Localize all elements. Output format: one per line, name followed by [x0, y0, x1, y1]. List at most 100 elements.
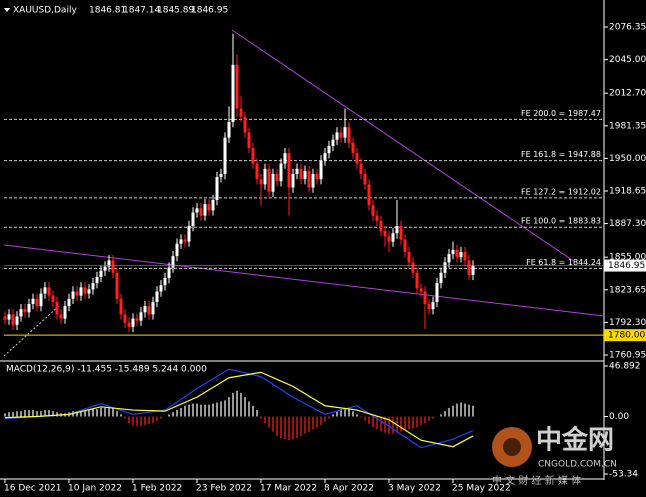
candle-body — [51, 295, 55, 302]
candle-body — [383, 231, 387, 237]
y-tick-label: 1760.95 — [609, 350, 646, 360]
candle-body — [167, 267, 171, 278]
candle-body — [443, 262, 447, 273]
candle-body — [67, 298, 71, 307]
y-tick-label: 46.892 — [609, 362, 641, 372]
candle-body — [371, 205, 375, 216]
candle-body — [219, 173, 223, 178]
candle-body — [111, 260, 115, 273]
candle-body — [235, 64, 239, 109]
candle-body — [55, 301, 59, 315]
candle-body — [151, 301, 155, 315]
support-tag — [604, 329, 646, 342]
candle-body — [227, 122, 231, 138]
candle-body — [239, 108, 243, 117]
candle-body — [323, 153, 327, 161]
candle-body — [99, 270, 103, 277]
candle-body — [295, 168, 299, 174]
candle-body — [31, 298, 35, 304]
x-tick-label: 1 Feb 2022 — [132, 484, 182, 494]
x-tick-label: 17 Mar 2022 — [260, 484, 317, 494]
y-tick-label: 1855.00 — [609, 253, 646, 263]
candle-body — [203, 204, 207, 216]
candle-body — [183, 239, 187, 242]
candle-body — [283, 153, 287, 164]
y-tick-label: 1887.30 — [609, 219, 646, 229]
macd-line — [4, 368, 474, 449]
candle-body — [179, 239, 183, 244]
candle-body — [363, 173, 367, 185]
candle-body — [47, 287, 51, 296]
candle-body — [7, 314, 11, 320]
candle-body — [119, 298, 123, 315]
header-value: 1846.81 — [89, 6, 126, 16]
candle-body — [311, 173, 315, 188]
candle-body — [159, 285, 163, 292]
candle-body — [415, 272, 419, 289]
candle-body — [263, 168, 267, 185]
candle-body — [155, 291, 159, 302]
trend-line — [3, 304, 61, 357]
candle-body — [319, 160, 323, 180]
candle-body — [83, 287, 87, 294]
last-price-tag — [604, 259, 646, 272]
candle-body — [307, 170, 311, 188]
candle-body — [211, 199, 215, 211]
candle-body — [63, 306, 67, 319]
candle-body — [379, 220, 383, 232]
fe-label: FE 127.2 = 1912.02 — [521, 187, 601, 196]
candle-body — [387, 236, 391, 242]
candle-body — [327, 145, 331, 154]
header-value: 1846.95 — [191, 6, 228, 16]
header-value: 1845.89 — [157, 6, 194, 16]
x-tick-label: 3 May 2022 — [388, 484, 441, 494]
candle-body — [251, 147, 255, 164]
candle-body — [35, 298, 39, 307]
candle-body — [107, 260, 111, 267]
fe-label: FE 161.8 = 1947.88 — [521, 150, 601, 159]
candle-body — [291, 173, 295, 188]
candle-body — [299, 168, 303, 180]
candle-body — [351, 142, 355, 154]
y-tick-label: 1918.65 — [609, 187, 646, 197]
candle-body — [191, 212, 195, 226]
y-tick-label: 1950.00 — [609, 154, 646, 164]
y-tick-label: 2012.70 — [609, 89, 646, 99]
candle-body — [463, 251, 467, 261]
y-tick-label: 2076.35 — [609, 23, 646, 33]
candle-body — [247, 132, 251, 148]
candle-body — [271, 173, 275, 192]
candle-body — [71, 291, 75, 299]
candle-body — [471, 265, 475, 275]
candle-body — [431, 301, 435, 310]
candle-body — [199, 208, 203, 216]
candle-body — [391, 233, 395, 242]
candle-body — [87, 289, 91, 294]
support-label: 1780.00 — [608, 331, 645, 341]
candle-body — [127, 322, 131, 327]
fe-label: FE 61.8 = 1844.24 — [526, 258, 601, 267]
candle-body — [347, 127, 351, 143]
watermark-logo — [503, 438, 521, 456]
candle-body — [243, 116, 247, 133]
candle-body — [399, 225, 403, 240]
candle-body — [231, 64, 235, 123]
candle-body — [459, 251, 463, 258]
y-tick-label: 1792.30 — [609, 318, 646, 328]
macd-legend: MACD(12,26,9) -11.455 -15.489 5.244 0.00… — [6, 365, 207, 375]
candle-body — [143, 306, 147, 313]
candle-body — [279, 163, 283, 182]
candle-body — [419, 288, 423, 292]
x-tick-label: 16 Dec 2021 — [4, 484, 62, 494]
candle-body — [147, 306, 151, 315]
candle-body — [79, 287, 83, 296]
candle-body — [375, 215, 379, 221]
trend-line — [3, 244, 605, 317]
x-tick-label: 25 May 2022 — [452, 484, 511, 494]
y-tick-label: 1823.65 — [609, 285, 646, 295]
x-tick-label: 8 Apr 2022 — [324, 484, 374, 494]
candle-body — [11, 314, 15, 325]
candle-body — [103, 266, 107, 271]
y-tick-label: 1981.35 — [609, 121, 646, 131]
